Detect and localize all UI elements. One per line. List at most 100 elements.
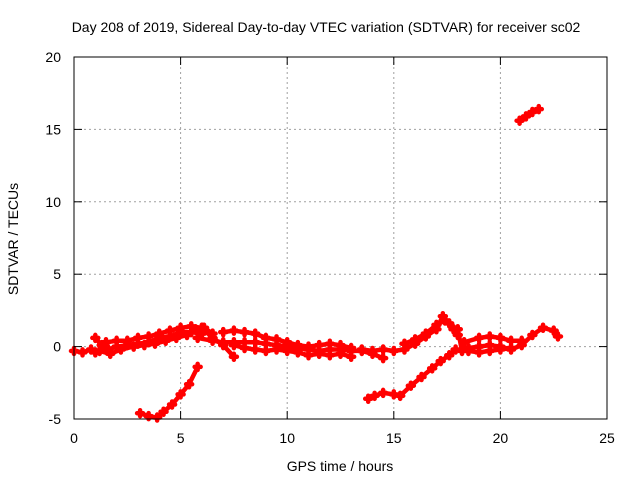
data-point (192, 332, 203, 344)
data-point (405, 380, 417, 391)
data-point (527, 329, 538, 341)
data-point (249, 328, 261, 339)
data-point (115, 344, 127, 355)
data-point (537, 322, 549, 334)
data-point (186, 321, 197, 332)
data-point (520, 111, 532, 122)
data-point (196, 322, 208, 334)
data-point (399, 338, 410, 349)
data-point (313, 348, 325, 360)
data-point (345, 342, 357, 354)
y-tick-label: 20 (45, 49, 61, 65)
y-tick-label: 10 (45, 194, 61, 210)
data-point (303, 341, 314, 352)
data-point (367, 345, 378, 357)
data-point (356, 344, 368, 355)
data-point (473, 347, 485, 358)
x-tick-label: 25 (599, 430, 615, 446)
data-point (122, 335, 133, 347)
data-point (151, 412, 163, 423)
data-point (139, 339, 150, 351)
data-point (134, 407, 146, 419)
data-point (324, 350, 336, 361)
data-point (495, 344, 506, 355)
data-point (160, 335, 171, 347)
data-point (217, 326, 229, 338)
y-tick-label: -5 (49, 411, 62, 427)
data-point (175, 322, 186, 334)
data-point (552, 331, 564, 342)
data-point (514, 115, 525, 126)
grid (74, 57, 607, 419)
data-point (394, 390, 406, 402)
data-point (271, 334, 282, 345)
data-point (324, 338, 336, 349)
data-point (303, 350, 314, 361)
data-point (495, 332, 506, 344)
series-seg-c (103, 324, 205, 345)
x-tick-label: 20 (493, 430, 509, 446)
data-point (548, 325, 559, 336)
data-point (149, 338, 161, 349)
data-point (458, 337, 470, 348)
data-point (281, 337, 293, 348)
data-point (249, 344, 261, 355)
data-point (111, 335, 122, 347)
data-point (228, 351, 240, 362)
data-point (484, 331, 495, 342)
data-point (143, 410, 154, 422)
data-point (335, 348, 346, 360)
data-point (388, 345, 400, 357)
y-axis-label: SDTVAR / TECUs (5, 183, 21, 295)
data-point (143, 331, 154, 342)
y-tick-label: 0 (53, 339, 61, 355)
data-point (345, 351, 357, 362)
x-tick-label: 0 (70, 430, 78, 446)
data-point (452, 323, 464, 335)
data-point (171, 332, 182, 344)
data-point (416, 371, 427, 383)
data-point (217, 337, 229, 348)
data-point (377, 352, 389, 364)
data-point (484, 345, 495, 357)
data-point (450, 344, 461, 355)
data-point (516, 335, 527, 347)
data-point (100, 337, 112, 348)
data-series (68, 103, 564, 423)
data-point (158, 406, 169, 418)
data-point (164, 325, 176, 336)
data-point (175, 389, 186, 400)
data-point (192, 361, 203, 373)
data-point (292, 347, 304, 358)
data-point (154, 328, 165, 339)
data-point (420, 328, 432, 339)
data-point (94, 345, 105, 357)
y-tick-label: 5 (53, 266, 61, 282)
data-point (533, 103, 545, 115)
plot-frame (73, 56, 608, 420)
x-axis-label: GPS time / hours (287, 458, 394, 474)
data-point (128, 341, 139, 352)
chart-title: Day 208 of 2019, Sidereal Day-to-day VTE… (72, 19, 581, 35)
data-point (239, 342, 250, 354)
data-point (207, 335, 218, 347)
data-point (104, 348, 116, 360)
data-point (239, 326, 250, 338)
data-point (313, 339, 325, 351)
axis-ticks (73, 56, 608, 420)
x-tick-label: 10 (279, 430, 295, 446)
data-point (426, 363, 438, 374)
data-point (463, 345, 474, 357)
x-tick-label: 5 (177, 430, 185, 446)
data-point (260, 345, 272, 357)
data-point (439, 315, 451, 326)
data-point (527, 106, 538, 118)
data-point (260, 332, 272, 344)
data-point (281, 345, 293, 357)
data-point (183, 378, 195, 390)
data-point (166, 399, 178, 410)
data-point (431, 319, 442, 331)
data-point (409, 334, 421, 345)
data-point (90, 332, 101, 344)
